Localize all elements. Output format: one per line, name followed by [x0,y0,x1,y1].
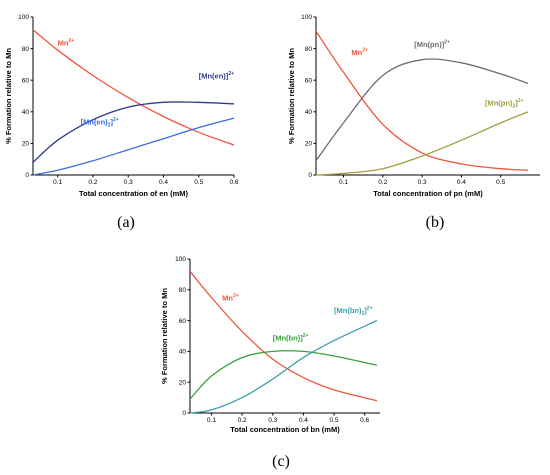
panel-c-series-label-1: [Mn(bn)]2+ [273,333,309,343]
panel-a-y-tick-label: 20 [22,141,30,148]
panel-a-series-charge: 2+ [228,71,234,77]
panel-c-series-label-0: Mn2+ [222,293,239,303]
panel-c-series-line-1 [189,350,378,400]
panel-c-y-tick-label: 80 [179,287,187,294]
panel-b-series-name: [Mn(pn)] [414,40,444,49]
panel-b-series-charge: 2+ [444,40,450,46]
panel-c-series-charge: 2+ [303,333,309,339]
panel-b-x-tick-label: 0.3 [418,179,427,186]
chart-panel-a: 0 20 40 60 80 100 0.1 0.2 0.3 0.4 0.5 0.6 Total conc… [4,14,239,231]
panel-a-y-tick-label: 100 [18,14,29,21]
panel-a-series-label-0: Mn2+ [58,38,75,48]
panel-c-y-tick-label: 100 [175,256,186,263]
panel-a-y-tick-label: 80 [22,46,30,53]
panel-a-series-line-1 [32,101,235,163]
panel-b-y-tick-label: 80 [305,46,313,53]
panel-b-series-line-1 [315,58,529,162]
panel-a-series-name: [Mn(en) [81,117,109,126]
panel-a-y-axis-label: % Formation relative to Mn [4,48,13,144]
panel-a-x-tick-label: 0.1 [53,179,62,186]
panel-c-series-name: Mn [222,294,233,303]
panel-b-x-tick-label: 0.1 [339,179,348,186]
panel-b-series-line-0 [315,30,529,171]
chart-panel-b: 0 20 40 60 80 100 0.1 0.2 0.3 0.4 0.5 Total concent… [287,14,540,231]
panel-a-y-tick-label: 0 [25,172,29,179]
panel-a-x-tick-label: 0.5 [194,179,203,186]
panel-c-x-axis-label: Total concentration of bn (mM) [230,425,340,434]
panel-a-x-tick-label: 0.2 [88,179,97,186]
panel-b-y-tick-label: 40 [305,109,313,116]
panel-c-y-tick-label: 40 [179,349,187,356]
panel-a-series-line-0 [32,29,235,146]
panel-b-caption: (b) [426,214,445,231]
panel-c-series-charge: 2+ [367,305,373,311]
panel-c-series-bracket: ] [364,306,367,315]
panel-b-x-tick-label: 0.5 [496,179,505,186]
panel-a-series-bracket: ] [110,117,113,126]
panel-c-y-axis-label: % Formation relative to Mn [160,288,169,384]
panel-c-x-tick-label: 0.1 [207,417,216,424]
panel-b-series-name: [Mn(pn) [485,98,513,107]
panel-b-y-tick-label: 60 [305,77,313,84]
panel-a-series-charge: 2+ [113,117,119,123]
panel-b-x-tick-label: 0.4 [457,179,466,186]
panel-a-caption: (a) [117,214,135,231]
panel-b-y-axis-label: % Formation relative to Mn [287,48,296,144]
panel-b-y-tick-label: 100 [301,14,312,21]
panel-b-y-tick-label: 20 [305,141,313,148]
panel-c-series-line-0 [189,270,378,402]
panel-b-series-subscript: 2 [512,103,515,109]
panel-c-x-tick-label: 0.5 [330,417,339,424]
panel-c-caption: (c) [272,453,290,470]
panel-a-x-tick-label: 0.6 [229,179,238,186]
panel-b-x-axis-label: Total concentration of pn (mM) [373,189,483,198]
panel-c-series-label-2: [Mn(bn)2]2+ [334,305,373,317]
panel-c-x-tick-label: 0.2 [238,417,247,424]
panel-a-series-charge: 2+ [69,38,75,44]
panel-a-series-label-1: [Mn(en)]2+ [199,71,234,81]
panel-b-series-bracket: ] [515,98,518,107]
panel-c-series-line-2 [189,320,378,414]
panel-b-series-label-2: [Mn(pn)2]2+ [485,98,524,110]
panel-a-series-name: Mn [58,38,69,47]
panel-a-x-axis-label: Total concentration of en (mM) [79,189,189,198]
panel-c-y-tick-label: 60 [179,318,187,325]
panel-c-x-tick-label: 0.3 [268,417,277,424]
panel-c-series-name: [Mn(bn) [334,306,362,315]
panel-b-series-label-1: [Mn(pn)]2+ [414,40,450,50]
panel-c-series-name: [Mn(bn)] [273,334,303,343]
panel-b-series-label-0: Mn2+ [351,47,368,57]
panel-b-series-charge: 2+ [518,98,524,104]
panel-a-y-tick-label: 60 [22,77,30,84]
panel-b-x-tick-label: 0.2 [378,179,387,186]
panel-c-x-tick-label: 0.6 [360,417,369,424]
panel-b-series-line-2 [315,111,529,176]
chart-panel-c: 0 20 40 60 80 100 0.1 0.2 0.3 0.4 0.5 0.6 Total conc… [160,256,380,470]
panel-c-x-tick-label: 0.4 [299,417,308,424]
panel-b-y-tick-label: 0 [308,172,312,179]
panel-b-series-name: Mn [351,48,362,57]
panel-a-y-tick-label: 40 [22,109,30,116]
panel-a-x-tick-label: 0.4 [159,179,168,186]
panel-a-series-line-2 [32,117,235,176]
panel-a-series-label-2: [Mn(en)2]2+ [81,117,119,129]
panel-c-y-tick-label: 0 [182,410,186,417]
panel-b-series-charge: 2+ [362,47,368,53]
panel-a-series-name: [Mn(en)] [199,72,229,81]
panel-a-series-subscript: 2 [108,122,111,128]
panel-c-series-subscript: 2 [362,311,365,317]
panel-c-y-tick-label: 20 [179,379,187,386]
panel-c-series-charge: 2+ [233,293,239,299]
panel-a-x-tick-label: 0.3 [124,179,133,186]
